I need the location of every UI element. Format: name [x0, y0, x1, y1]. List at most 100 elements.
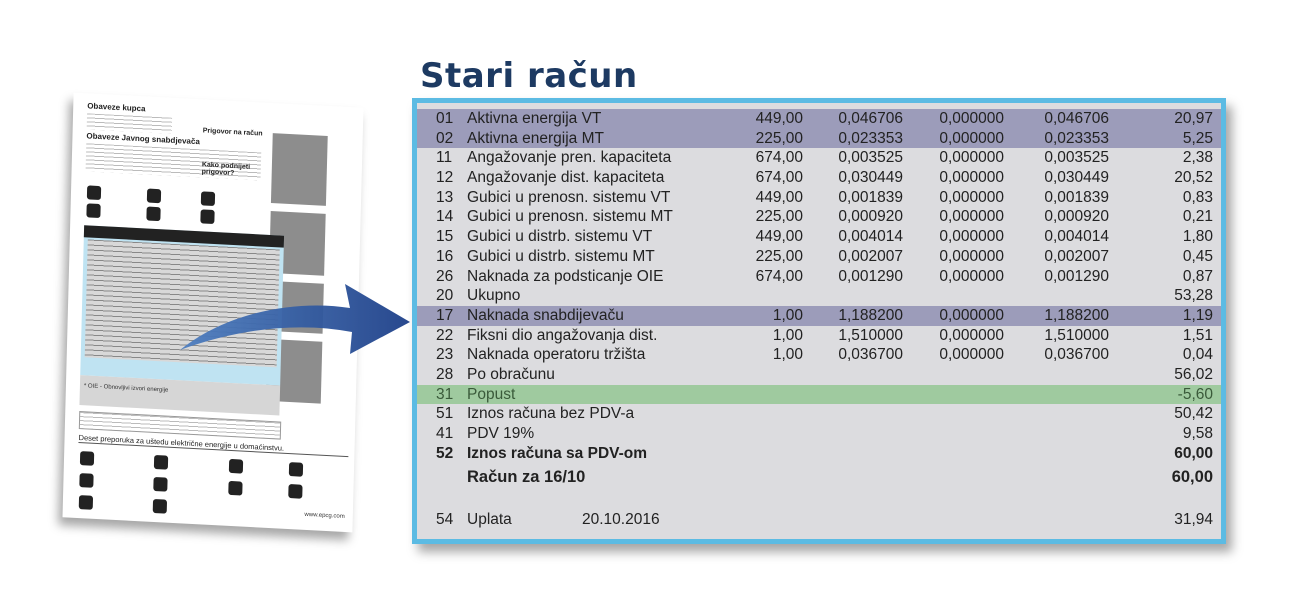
- tip-icon: [153, 476, 168, 492]
- cell-c1: 0,023353: [838, 129, 903, 147]
- table-row: 20 Ukupno 53,28: [417, 286, 1221, 306]
- cell-label: Iznos računa sa PDV-om: [467, 444, 648, 462]
- cell-total: 2,38: [1182, 149, 1213, 167]
- cell-code: 26: [436, 267, 454, 285]
- cell-label: Fiksni dio angažovanja dist.: [467, 326, 658, 344]
- cell-c2: 0,000000: [939, 346, 1004, 364]
- cell-label: Popust: [467, 385, 516, 403]
- cell-total: 56,02: [1174, 365, 1213, 383]
- tip-icon: [228, 458, 244, 474]
- cell-label: Angažovanje pren. kapaciteta: [467, 149, 672, 167]
- cell-c3: 0,023353: [1044, 129, 1109, 147]
- table-row: 13 Gubici u prenosn. sistemu VT 449,00 0,00…: [417, 188, 1221, 208]
- cell-total: 1,80: [1182, 228, 1213, 246]
- info-box: [270, 133, 328, 206]
- thumb-footnote: * OIE - Obnovljivi izvori energije: [83, 383, 169, 394]
- cell-qty: 449,00: [755, 228, 803, 246]
- cell-c1: 0,000920: [838, 208, 903, 226]
- cell-c1: 0,001839: [838, 188, 903, 206]
- cell-code: 22: [436, 326, 454, 344]
- cell-total: 50,42: [1174, 405, 1213, 423]
- cell-c1: 1,510000: [838, 326, 903, 344]
- cell-label: Račun za 16/10: [467, 468, 586, 487]
- cell-total: 0,21: [1182, 208, 1213, 226]
- cell-c3: 0,001839: [1044, 188, 1109, 206]
- cell-c3: 0,001290: [1044, 267, 1109, 285]
- mail-icon: [86, 203, 101, 219]
- cell-code: 23: [436, 346, 454, 364]
- cell-c2: 0,000000: [939, 169, 1004, 187]
- cell-total: 0,45: [1182, 247, 1213, 265]
- cell-qty: 449,00: [755, 110, 803, 127]
- table-row: Račun za 16/10 60,00: [417, 463, 1221, 491]
- cell-label: Naknada snabdijevaču: [467, 306, 624, 324]
- cell-c2: 0,000000: [939, 306, 1004, 324]
- cell-c1: 0,030449: [838, 169, 903, 187]
- cell-label: Gubici u prenosn. sistemu VT: [467, 188, 671, 206]
- cell-total: 31,94: [1174, 511, 1213, 529]
- cell-total: -5,60: [1177, 385, 1213, 403]
- tip-icon: [78, 495, 94, 510]
- cell-label: Angažovanje dist. kapaciteta: [467, 169, 665, 187]
- cell-label: Uplata: [467, 511, 512, 529]
- cell-c2: 0,000000: [939, 247, 1004, 265]
- bill-table: 01 Aktivna energija VT 449,00 0,046706 0,000…: [412, 98, 1226, 544]
- page-title: Stari račun: [420, 56, 638, 96]
- tip-icon: [79, 451, 95, 466]
- cell-c3: 1,510000: [1044, 326, 1109, 344]
- cell-total: 20,97: [1174, 110, 1213, 127]
- cell-code: 16: [436, 247, 454, 265]
- cell-c3: 0,000920: [1044, 208, 1109, 226]
- cell-total: 0,04: [1182, 346, 1213, 364]
- cell-c3: 0,003525: [1044, 149, 1109, 167]
- table-row: 23 Naknada operatoru tržišta 1,00 0,036700 0…: [417, 345, 1221, 365]
- table-row: 17 Naknada snabdijevaču 1,00 1,188200 0,0000…: [417, 305, 1221, 326]
- cell-label: Iznos računa bez PDV-a: [467, 405, 635, 423]
- cell-c1: 0,002007: [838, 247, 903, 265]
- cell-c1: 1,188200: [838, 306, 903, 324]
- payment-icon: [86, 185, 102, 201]
- tip-icon: [288, 462, 304, 477]
- cell-total: 1,19: [1182, 306, 1213, 324]
- cell-c1: 0,004014: [838, 228, 903, 246]
- table-row: 16 Gubici u distrb. sistemu MT 225,00 0,002…: [417, 247, 1221, 267]
- cell-code: 17: [436, 306, 454, 324]
- tip-icon: [152, 498, 168, 514]
- cell-label: Naknada za podsticanje OIE: [467, 267, 664, 285]
- cell-code: 11: [436, 149, 453, 167]
- cell-code: 28: [436, 365, 454, 383]
- thumb-heading: Obaveze kupca: [87, 101, 146, 114]
- cell-qty: 225,00: [755, 129, 803, 147]
- cell-c2: 0,000000: [939, 267, 1004, 285]
- tip-icon: [79, 473, 94, 488]
- cell-code: 01: [436, 110, 454, 127]
- cell-code: 52: [436, 444, 454, 462]
- table-row: 51 Iznos računa bez PDV-a 50,42: [417, 404, 1221, 424]
- tip-icon: [288, 484, 303, 499]
- cell-code: 31: [436, 385, 454, 403]
- table-row: 41 PDV 19% 9,58: [417, 424, 1221, 444]
- table-row: 01 Aktivna energija VT 449,00 0,046706 0,000…: [417, 109, 1221, 129]
- thumb-website: www.epcg.com: [304, 511, 345, 520]
- tip-icon: [153, 454, 169, 470]
- table-row: 54 Uplata 20.10.2016 31,94: [417, 510, 1221, 530]
- cell-label: Naknada operatoru tržišta: [467, 346, 646, 364]
- table-row: 26 Naknada za podsticanje OIE 674,00 0,0012…: [417, 267, 1221, 287]
- ebanking-icon: [200, 209, 215, 225]
- cell-label: PDV 19%: [467, 425, 535, 442]
- cell-c2: 0,000000: [939, 228, 1004, 246]
- spacer-row: [417, 491, 1221, 510]
- table-row: 02 Aktivna energija MT 225,00 0,023353 0,000…: [417, 128, 1221, 149]
- cell-date: 20.10.2016: [582, 511, 660, 529]
- card-icon: [200, 191, 216, 207]
- cell-total: 1,51: [1182, 326, 1213, 344]
- arrow-icon: [180, 284, 410, 354]
- thumb-heading: Prigovor na račun: [202, 127, 263, 138]
- table-row: 12 Angažovanje dist. kapaciteta 674,00 0,03…: [417, 168, 1221, 188]
- cell-qty: 674,00: [755, 169, 803, 187]
- cell-c2: 0,000000: [939, 188, 1004, 206]
- cell-code: 13: [436, 188, 454, 206]
- cell-qty: 225,00: [755, 247, 803, 265]
- cell-total: 5,25: [1182, 129, 1213, 147]
- cell-label: Ukupno: [467, 287, 521, 305]
